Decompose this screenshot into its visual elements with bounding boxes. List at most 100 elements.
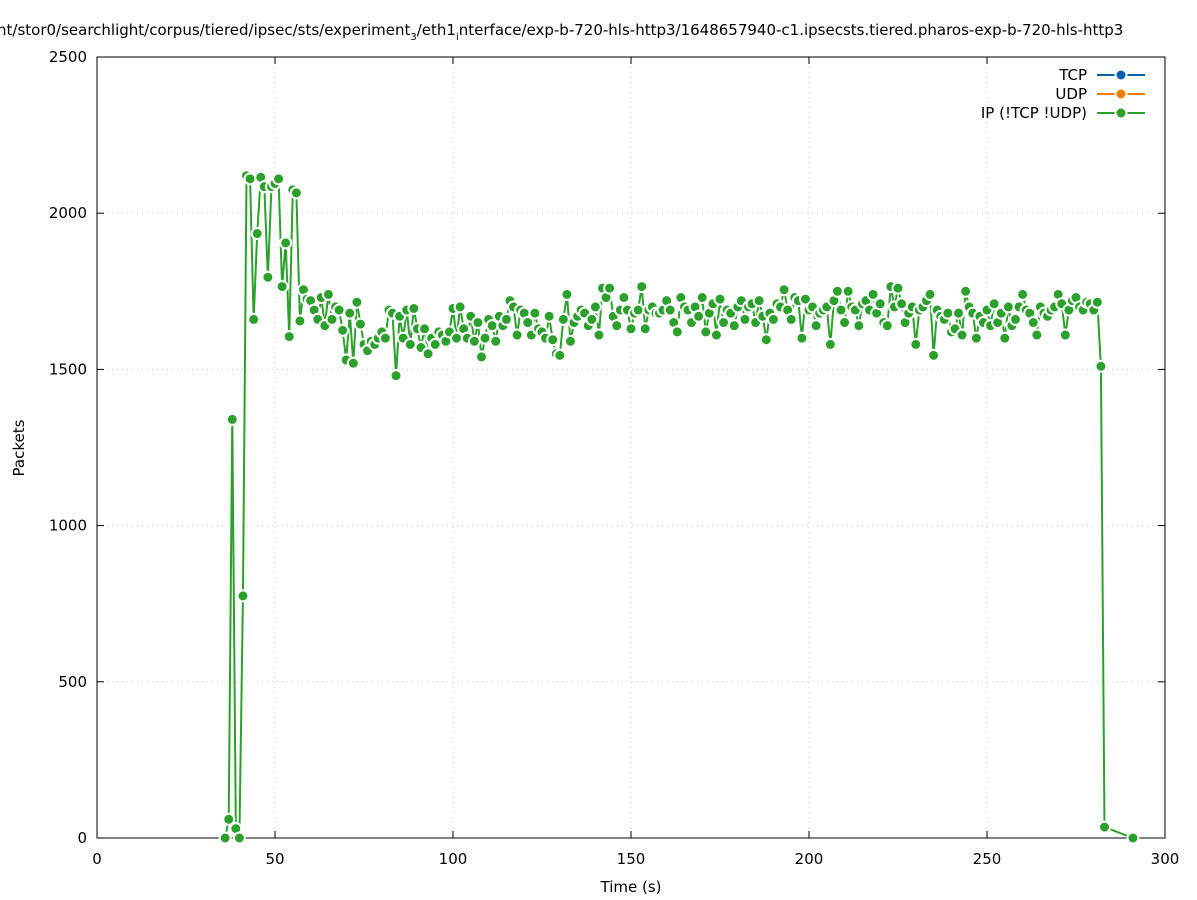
data-point xyxy=(610,319,624,333)
data-point xyxy=(638,322,652,336)
data-point xyxy=(261,270,275,284)
data-point xyxy=(834,303,848,317)
data-point xyxy=(236,589,250,603)
data-point xyxy=(823,337,837,351)
series-line xyxy=(224,173,1134,839)
data-point xyxy=(866,287,880,301)
data-point xyxy=(603,281,617,295)
data-point xyxy=(321,287,335,301)
data-point xyxy=(418,322,432,336)
y-tick-label: 2500 xyxy=(49,48,87,66)
data-point xyxy=(325,312,339,326)
data-point xyxy=(353,317,367,331)
data-point xyxy=(510,328,524,342)
data-point xyxy=(699,325,713,339)
data-point xyxy=(713,292,727,306)
data-point xyxy=(692,309,706,323)
data-point xyxy=(1094,359,1108,373)
data-point xyxy=(752,294,766,308)
data-point xyxy=(880,319,894,333)
data-point xyxy=(777,283,791,297)
chart-title: nt/stor0/searchlight/corpus/tiered/ipsec… xyxy=(0,21,1123,43)
data-point xyxy=(1126,831,1140,845)
data-point xyxy=(1016,287,1030,301)
data-point xyxy=(560,287,574,301)
data-point xyxy=(350,295,364,309)
data-point xyxy=(471,316,485,330)
data-point xyxy=(909,337,923,351)
data-point xyxy=(563,334,577,348)
data-point xyxy=(852,319,866,333)
data-point xyxy=(332,303,346,317)
legend-label: UDP xyxy=(1055,85,1087,103)
data-point xyxy=(830,284,844,298)
data-point xyxy=(232,831,246,845)
data-point xyxy=(759,333,773,347)
data-point xyxy=(389,369,403,383)
title-part: /eth1 xyxy=(417,21,456,39)
x-tick-label: 100 xyxy=(439,850,468,868)
x-tick-label: 200 xyxy=(795,850,824,868)
data-point xyxy=(556,312,570,326)
x-tick-label: 150 xyxy=(617,850,646,868)
data-point xyxy=(453,300,467,314)
data-point xyxy=(1058,328,1072,342)
data-point xyxy=(795,331,809,345)
data-point xyxy=(1090,295,1104,309)
data-point xyxy=(955,328,969,342)
data-point xyxy=(631,303,645,317)
data-point xyxy=(275,280,289,294)
data-point xyxy=(1026,316,1040,330)
data-point xyxy=(709,328,723,342)
data-point xyxy=(987,297,1001,311)
y-tick-label: 1000 xyxy=(49,517,87,535)
data-point xyxy=(218,831,232,845)
y-tick-label: 500 xyxy=(58,673,87,691)
data-point xyxy=(727,319,741,333)
y-axis-label: Packets xyxy=(10,419,28,476)
x-axis-label: Time (s) xyxy=(600,878,662,896)
data-point xyxy=(941,306,955,320)
series-ip xyxy=(218,169,1140,845)
x-tick-label: 50 xyxy=(265,850,284,868)
data-point xyxy=(969,331,983,345)
grid xyxy=(97,57,1165,838)
data-point xyxy=(282,330,296,344)
y-tick-label: 1500 xyxy=(49,360,87,378)
data-point xyxy=(959,284,973,298)
data-point xyxy=(336,323,350,337)
data-point xyxy=(588,300,602,314)
data-point xyxy=(272,172,286,186)
data-point xyxy=(542,309,556,323)
data-point xyxy=(467,334,481,348)
data-point xyxy=(635,280,649,294)
data-point xyxy=(247,312,261,326)
legend-marker xyxy=(1114,87,1128,101)
data-point xyxy=(592,328,606,342)
x-tick-label: 250 xyxy=(973,850,1002,868)
data-point xyxy=(838,316,852,330)
legend-marker xyxy=(1114,106,1128,120)
data-point xyxy=(553,348,567,362)
title-subscript: 3 xyxy=(410,32,416,43)
data-point xyxy=(546,333,560,347)
data-point xyxy=(927,348,941,362)
y-tick-label: 0 xyxy=(77,829,87,847)
data-point xyxy=(841,284,855,298)
data-point xyxy=(421,347,435,361)
data-point xyxy=(225,412,239,426)
data-point xyxy=(407,301,421,315)
data-point xyxy=(222,812,236,826)
data-point xyxy=(809,319,823,333)
data-point xyxy=(1001,300,1015,314)
data-point xyxy=(279,236,293,250)
data-point xyxy=(873,297,887,311)
data-point xyxy=(585,312,599,326)
data-point xyxy=(521,316,535,330)
data-point xyxy=(499,312,513,326)
title-subscript: i xyxy=(456,32,459,43)
data-point xyxy=(784,312,798,326)
data-point xyxy=(695,291,709,305)
data-point xyxy=(474,350,488,364)
